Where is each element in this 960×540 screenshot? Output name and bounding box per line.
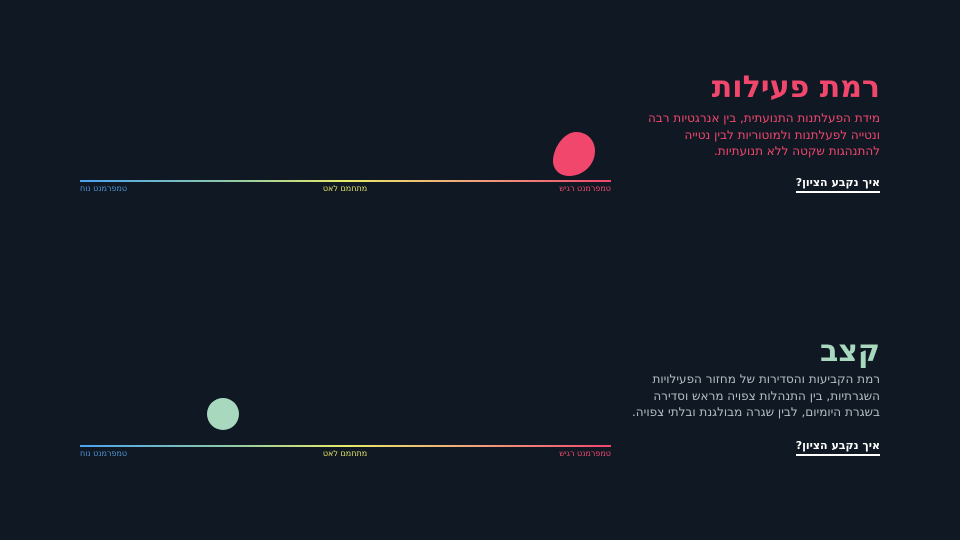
activity-title: רמת פעילות: [711, 70, 880, 105]
rhythm-scale-right-label: טמפרמנט רגיש: [559, 449, 611, 458]
activity-scale-center-label: מתחמם לאט: [322, 184, 368, 193]
rhythm-score-marker: [207, 398, 240, 430]
rhythm-scale-center-label: מתחמם לאט: [322, 449, 368, 458]
rhythm-description: רמת הקביעות והסדירות של מחזור הפעילויות …: [631, 372, 880, 419]
activity-scale-track: [80, 180, 611, 182]
activity-scale-left-label: טמפרמנט נוח: [80, 184, 128, 193]
rhythm-score-info-link[interactable]: איך נקבע הציון?: [795, 439, 880, 456]
activity-score-marker: [552, 132, 595, 176]
rhythm-scale-left-label: טמפרמנט נוח: [80, 449, 128, 458]
activity-scale-right-label: טמפרמנט רגיש: [559, 184, 611, 193]
rhythm-scale-track: [80, 445, 611, 447]
rhythm-title: קצב: [820, 334, 880, 369]
activity-description: מידת הפעלתנות התנועתית, בין אנרגטיות רבה…: [647, 111, 880, 158]
activity-score-info-link[interactable]: איך נקבע הציון?: [795, 176, 880, 193]
